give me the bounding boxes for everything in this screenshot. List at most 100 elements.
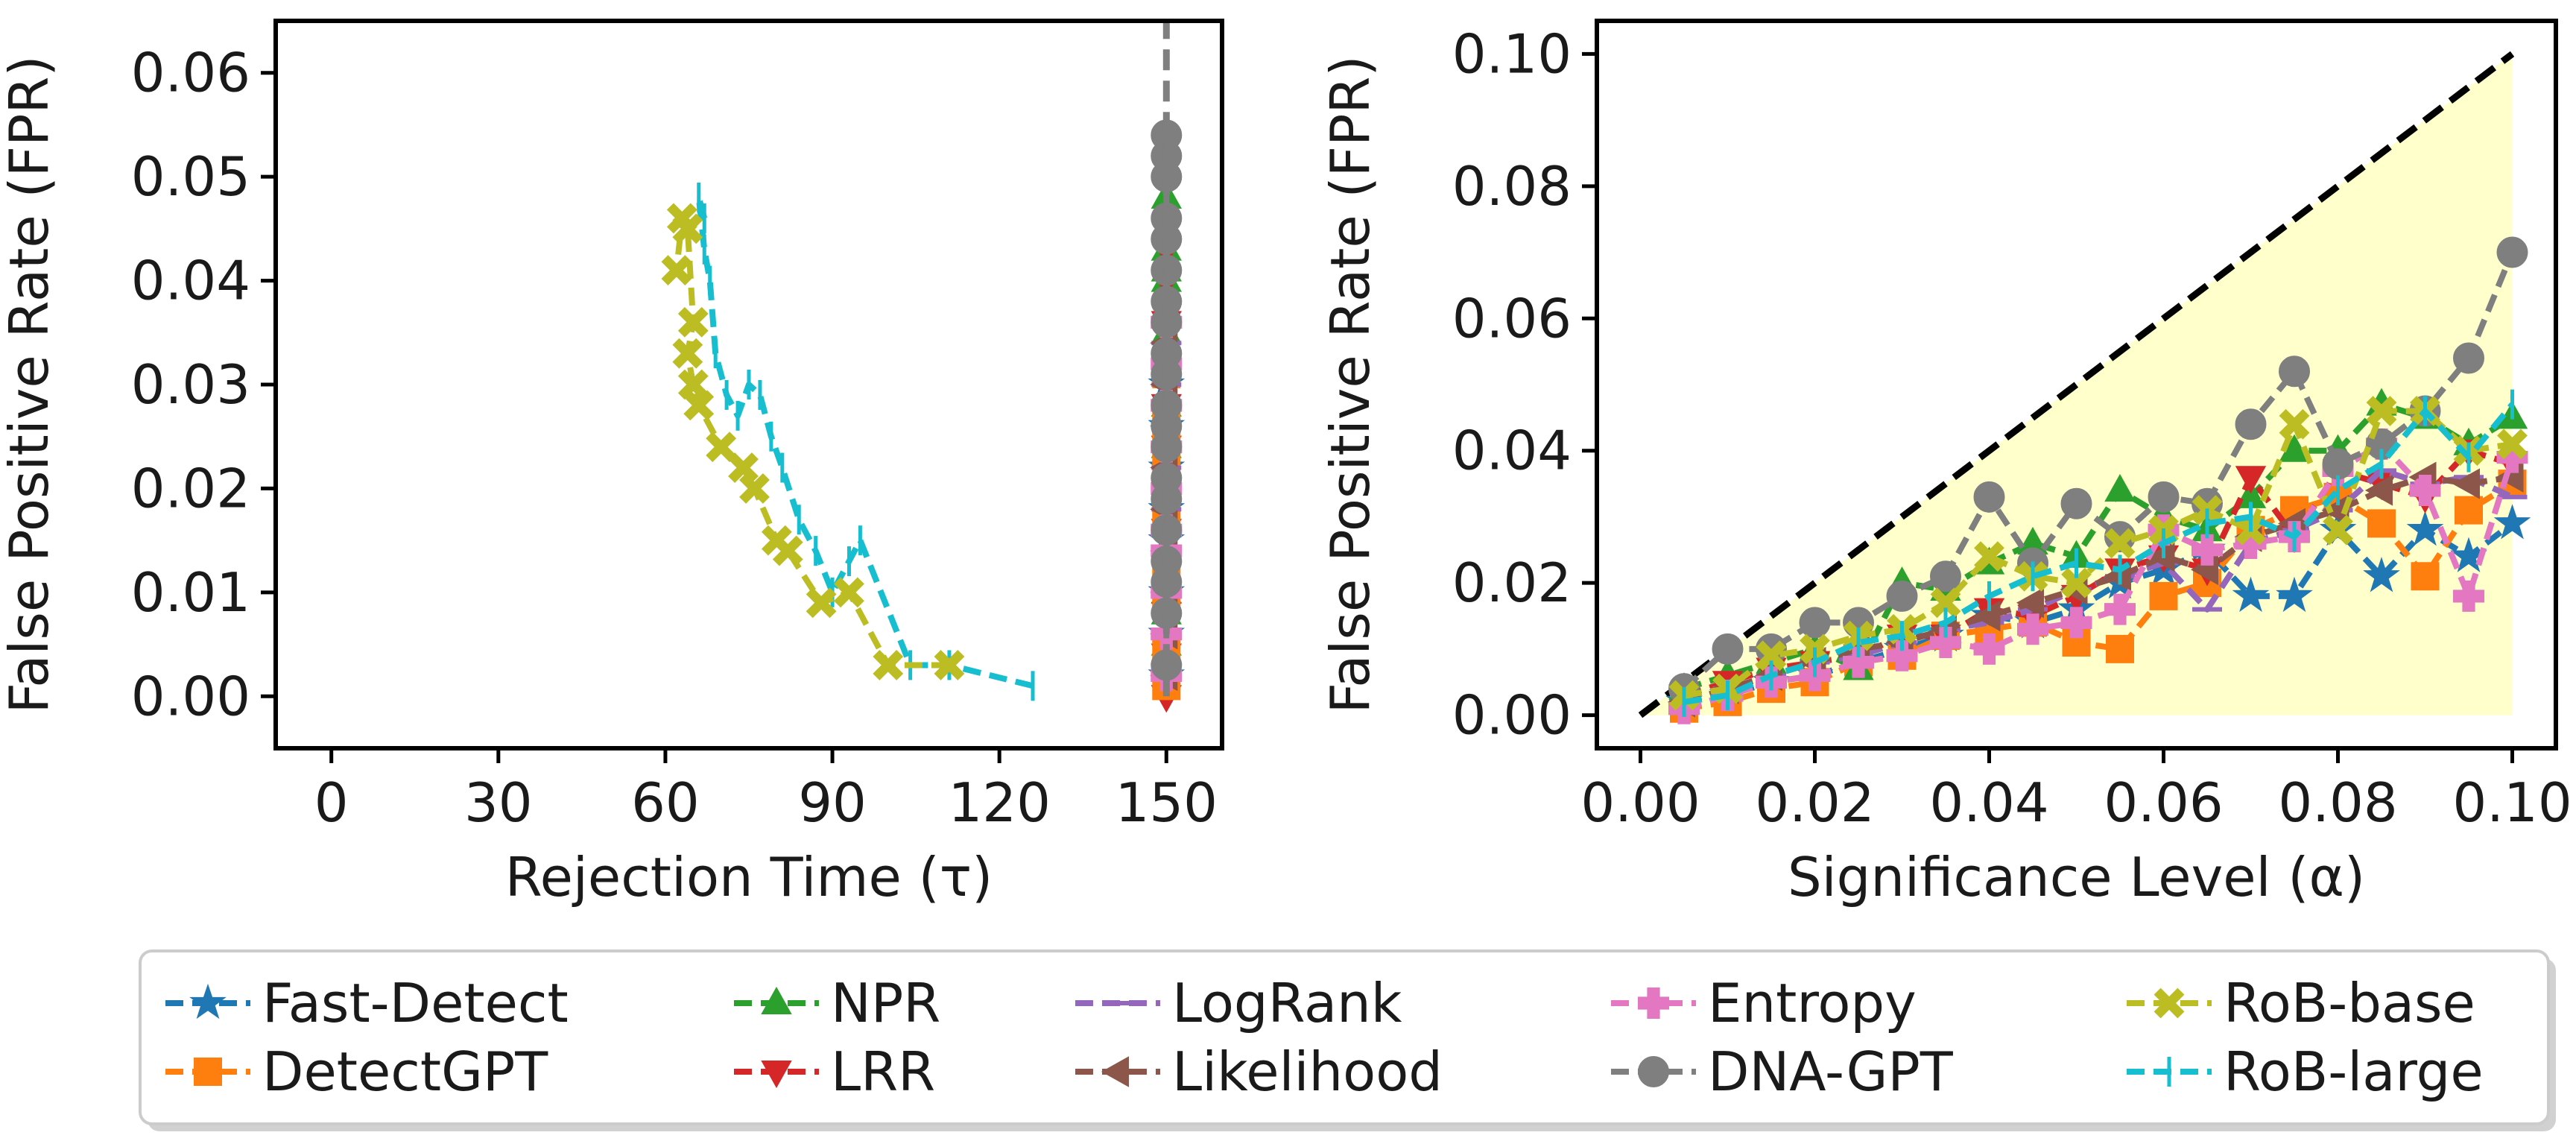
left-series-rob-base-point-10 bbox=[677, 369, 709, 400]
legend-marker-fast-detect bbox=[189, 983, 227, 1020]
legend-label-lrr: LRR bbox=[831, 1040, 935, 1103]
legend-label-detectgpt: DetectGPT bbox=[262, 1040, 548, 1103]
right-series-entropy-point-10 bbox=[2104, 593, 2136, 625]
left-series-rob-base-point-7 bbox=[728, 452, 759, 483]
legend-item-lrr: LRR bbox=[734, 1040, 935, 1103]
right-series-detectgpt-point-11 bbox=[2149, 581, 2178, 610]
right-series-dna-gpt-point-7 bbox=[1973, 481, 2005, 513]
right-series-entropy-point-12 bbox=[2192, 534, 2223, 566]
legend-marker-detectgpt bbox=[194, 1058, 222, 1086]
right-series-detectgpt-point-18 bbox=[2455, 496, 2483, 525]
right-plot-area bbox=[1638, 51, 2531, 724]
right-series-entropy-point-7 bbox=[1973, 633, 2005, 665]
left-y-tick-label-4: 0.04 bbox=[131, 250, 250, 312]
left-x-tick-label-1: 30 bbox=[464, 771, 533, 834]
right-series-rob-base-point-14 bbox=[2279, 408, 2310, 440]
legend-label-likelihood: Likelihood bbox=[1172, 1040, 1443, 1103]
left-x-axis-label: Rejection Time (τ) bbox=[505, 846, 993, 908]
right-series-fast-detect-point-13 bbox=[2232, 576, 2270, 613]
right-series-fast-detect-point-16 bbox=[2363, 557, 2400, 592]
right-x-tick-label-1: 0.02 bbox=[1755, 771, 1874, 834]
legend-marker-npr bbox=[761, 986, 792, 1014]
legend-label-rob-large: RoB-large bbox=[2224, 1040, 2484, 1103]
legend-item-rob-base: RoB-base bbox=[2127, 972, 2475, 1034]
legend-item-likelihood: Likelihood bbox=[1075, 1040, 1443, 1103]
right-reference-line bbox=[1638, 51, 2515, 718]
left-series-rob-large bbox=[695, 183, 1035, 701]
left-series-rob-base-point-12 bbox=[677, 306, 709, 338]
left-series-rob-base-point-14 bbox=[666, 203, 697, 234]
left-series-rob-base-point-8 bbox=[706, 432, 737, 463]
left-series-rob-base-point-15 bbox=[661, 255, 692, 286]
right-series-fast-detect-point-17 bbox=[2406, 511, 2444, 546]
right-series-npr-point-10 bbox=[2104, 473, 2136, 502]
left-y-tick-label-3: 0.03 bbox=[131, 353, 250, 416]
right-y-tick-label-0: 0.00 bbox=[1452, 684, 1572, 747]
legend-label-logrank: LogRank bbox=[1172, 972, 1402, 1034]
right-x-tick-label-2: 0.04 bbox=[1929, 771, 2048, 834]
right-series-detectgpt-point-10 bbox=[2106, 634, 2134, 663]
legend-label-dna-gpt: DNA-GPT bbox=[1708, 1040, 1954, 1103]
legend-marker-lrr bbox=[761, 1061, 792, 1089]
right-series-entropy-point-9 bbox=[2060, 607, 2092, 639]
left-series-rob-base-point-0 bbox=[934, 650, 965, 680]
left-series-rob-base-point-3 bbox=[806, 587, 837, 619]
left-series-rob-base-point-9 bbox=[683, 390, 715, 421]
right-series-rob-base-point-19 bbox=[2497, 429, 2528, 460]
right-y-axis-label: False Positive Rate (FPR) bbox=[1319, 55, 1382, 713]
left-y-tick-label-1: 0.01 bbox=[131, 561, 250, 624]
right-axes-frame bbox=[1595, 19, 2558, 750]
right-y-tick-label-5: 0.10 bbox=[1452, 22, 1572, 85]
right-series-rob-base-point-16 bbox=[2366, 396, 2397, 426]
left-x-tick-label-3: 90 bbox=[798, 771, 867, 834]
left-series-dna-gpt-point-19 bbox=[1151, 119, 1183, 151]
right-series-rob-large-line bbox=[1683, 402, 2515, 705]
legend-item-dna-gpt: DNA-GPT bbox=[1611, 1040, 1954, 1103]
left-series-rob-base-point-2 bbox=[834, 577, 864, 608]
left-series-rob-base-point-11 bbox=[672, 338, 703, 369]
right-series-rob-base-point-6 bbox=[1930, 587, 1961, 619]
right-x-axis-label: Significance Level (α) bbox=[1788, 846, 2365, 908]
right-y-tick-label-4: 0.08 bbox=[1452, 155, 1572, 218]
right-series-dna-gpt-point-18 bbox=[2452, 342, 2485, 374]
right-x-tick-label-4: 0.08 bbox=[2278, 771, 2397, 834]
legend-marker-entropy bbox=[1638, 987, 1669, 1019]
legend-item-detectgpt: DetectGPT bbox=[165, 1040, 548, 1103]
left-series-rob-base bbox=[661, 203, 965, 680]
right-series-dna-gpt-point-13 bbox=[2235, 408, 2267, 440]
right-series-dna-gpt-point-6 bbox=[1929, 560, 1962, 592]
legend-label-fast-detect: Fast-Detect bbox=[262, 972, 569, 1034]
right-series-likelihood-point-18 bbox=[2452, 468, 2480, 499]
right-x-tick-label-5: 0.10 bbox=[2452, 771, 2572, 834]
right-series-entropy-point-17 bbox=[2409, 474, 2441, 506]
right-series-likelihood-point-7 bbox=[1972, 600, 2001, 632]
right-series-fast-detect-point-19 bbox=[2493, 504, 2531, 540]
left-chart-panel: 0 30 60 90 120 150 0.00 0.01 0.02 0.03 0.04 0.05 0.0… bbox=[0, 19, 1224, 908]
left-y-tick-label-2: 0.02 bbox=[131, 457, 250, 519]
legend-item-entropy: Entropy bbox=[1611, 972, 1917, 1034]
right-chart-panel: 0.00 0.02 0.04 0.06 0.08 0.10 0.00 0.02 0.04 0.06… bbox=[1319, 19, 2572, 908]
right-series-entropy-point-8 bbox=[2017, 613, 2048, 645]
left-y-axis-label: False Positive Rate (FPR) bbox=[0, 55, 60, 713]
legend-label-rob-base: RoB-base bbox=[2224, 972, 2475, 1034]
right-series-lrr-point-13 bbox=[2235, 466, 2267, 494]
legend-item-npr: NPR bbox=[734, 972, 940, 1034]
legend-box bbox=[139, 949, 2550, 1125]
right-y-tick-label-1: 0.02 bbox=[1452, 552, 1572, 614]
left-x-tick-label-2: 60 bbox=[631, 771, 700, 834]
right-series-dna-gpt-point-11 bbox=[2148, 481, 2180, 513]
right-series-detectgpt-point-16 bbox=[2367, 509, 2396, 538]
right-series-rob-base-point-10 bbox=[2104, 528, 2136, 559]
right-series-entropy-point-18 bbox=[2453, 580, 2484, 612]
right-series-dna-gpt-point-19 bbox=[2496, 236, 2528, 268]
right-y-tick-label-2: 0.04 bbox=[1452, 420, 1572, 482]
right-series-likelihood-point-16 bbox=[2364, 475, 2393, 506]
right-series-rob-base-point-7 bbox=[1974, 541, 2004, 572]
right-series-rob-base-point-15 bbox=[2323, 514, 2353, 546]
left-y-tick-label-0: 0.00 bbox=[131, 665, 250, 727]
right-x-tick-label-3: 0.06 bbox=[2104, 771, 2223, 834]
right-series-entropy-point-4 bbox=[1843, 646, 1874, 678]
left-x-tick-label-5: 150 bbox=[1115, 771, 1218, 834]
legend-label-entropy: Entropy bbox=[1708, 972, 1917, 1034]
